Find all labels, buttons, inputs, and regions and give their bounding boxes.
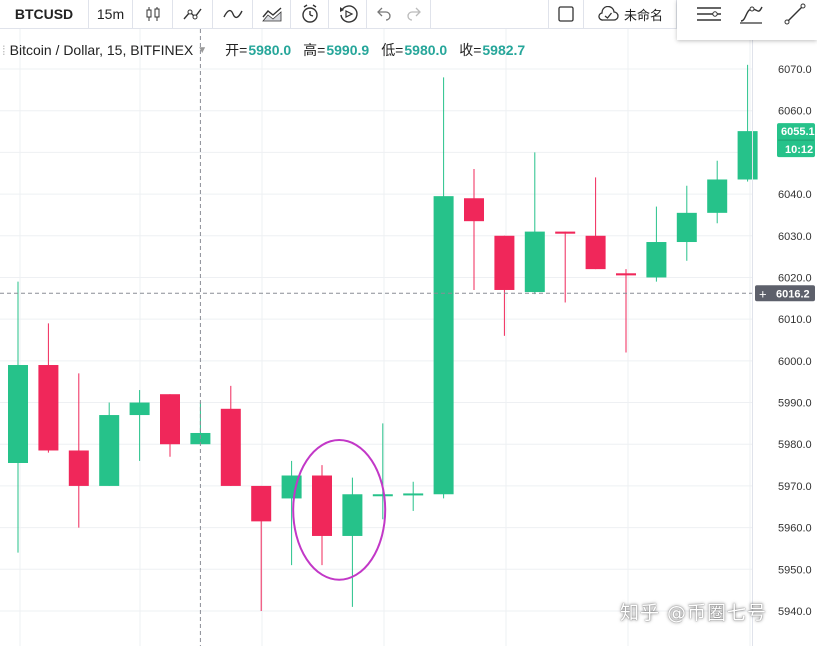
candle-body[interactable]: [372, 494, 393, 497]
candle-series: [8, 64, 758, 611]
interval-label: 15m: [96, 6, 125, 22]
price-tick-label: 5950.0: [778, 564, 812, 576]
candle-body[interactable]: [342, 494, 363, 536]
cloud-icon: [597, 6, 619, 22]
price-tick-label: 5940.0: [778, 606, 812, 618]
candle-body[interactable]: [646, 242, 667, 278]
candles-icon[interactable]: [133, 0, 173, 28]
candle-body[interactable]: [312, 475, 332, 536]
candle-body[interactable]: [555, 231, 576, 234]
fullscreen-icon[interactable]: [548, 0, 584, 28]
close-label: 收=: [459, 42, 482, 58]
price-tick-label: 6040.0: [778, 189, 812, 201]
crosshair: [0, 29, 752, 646]
candle-body[interactable]: [524, 231, 545, 293]
plus-icon[interactable]: +: [759, 286, 767, 301]
low-value: 5980.0: [404, 42, 448, 58]
candle-body[interactable]: [616, 273, 636, 276]
drag-handle-icon[interactable]: ⁞: [2, 42, 6, 58]
line-icon[interactable]: [213, 0, 253, 28]
countdown-label: 10:12: [785, 144, 813, 156]
candle-body[interactable]: [737, 131, 758, 180]
price-tick-label: 5990.0: [778, 398, 812, 410]
chart-legend: ⁞ Bitcoin / Dollar, 15, BITFINEX ▼ 开= 598…: [0, 40, 525, 60]
price-tick-label: 6060.0: [778, 106, 812, 118]
candle-body[interactable]: [38, 365, 59, 451]
high-value: 5990.9: [326, 42, 370, 58]
candle-body[interactable]: [99, 415, 120, 486]
candle-body[interactable]: [707, 179, 728, 213]
candle-body[interactable]: [464, 198, 484, 222]
annotation-ellipse-shape[interactable]: [292, 439, 387, 581]
low-label: 低=: [381, 42, 404, 58]
open-value: 5980.0: [248, 42, 292, 58]
candle-body[interactable]: [585, 235, 606, 270]
candle-body[interactable]: [8, 365, 28, 463]
price-tick-label: 6030.0: [778, 231, 812, 243]
crosshair-price-label: 6016.2: [776, 288, 810, 300]
path-tool-icon[interactable]: [729, 0, 773, 28]
price-tick-label: 6000.0: [778, 356, 812, 368]
chevron-down-icon[interactable]: ▼: [197, 44, 208, 56]
price-tick-label: 6070.0: [778, 64, 812, 76]
horizontal-lines-icon[interactable]: [689, 0, 729, 28]
symbol-search-button[interactable]: BTCUSD: [0, 0, 89, 28]
chart-grid: [0, 29, 752, 646]
drawing-tools-panel: [677, 0, 817, 40]
close-value: 5982.7: [482, 42, 526, 58]
candle-body[interactable]: [129, 402, 150, 416]
last-price-label: 6055.1: [781, 126, 815, 138]
watermark: 知乎 @币圈七号: [620, 602, 768, 624]
annotation-ellipse: [292, 439, 387, 581]
candle-body[interactable]: [403, 493, 424, 496]
redo-icon[interactable]: [399, 0, 431, 28]
compare-icon[interactable]: [253, 0, 291, 28]
price-tick-label: 6020.0: [778, 272, 812, 284]
candle-body[interactable]: [251, 485, 272, 522]
price-tick-label: 5970.0: [778, 481, 812, 493]
interval-button[interactable]: 15m: [89, 0, 133, 28]
price-axis: 6070.06060.06050.06040.06030.06020.06010…: [778, 64, 812, 618]
candle-body[interactable]: [494, 235, 515, 290]
candle-body[interactable]: [220, 408, 241, 486]
trendline-icon[interactable]: [773, 0, 817, 28]
candle-body[interactable]: [160, 394, 180, 445]
price-tags: 6055.1 10:12 + 6016.2: [755, 123, 815, 302]
undo-icon[interactable]: [367, 0, 399, 28]
open-label: 开=: [225, 42, 248, 58]
price-tick-label: 6010.0: [778, 314, 812, 326]
save-layout-button[interactable]: 未命名: [584, 0, 677, 28]
candle-body[interactable]: [676, 212, 697, 243]
crosshair-price-tag: [755, 285, 815, 302]
indicators-icon[interactable]: [173, 0, 213, 28]
price-axis-divider: [752, 29, 753, 646]
symbol-label: BTCUSD: [14, 6, 74, 22]
candle-body[interactable]: [433, 196, 454, 495]
layout-name: 未命名: [623, 8, 663, 24]
replay-icon[interactable]: [329, 0, 367, 28]
candle-body[interactable]: [68, 450, 89, 486]
high-label: 高=: [303, 42, 326, 58]
price-tick-label: 5980.0: [778, 439, 812, 451]
legend-title[interactable]: Bitcoin / Dollar, 15, BITFINEX: [9, 42, 194, 58]
price-tick-label: 5960.0: [778, 523, 812, 535]
alert-icon[interactable]: [291, 0, 329, 28]
